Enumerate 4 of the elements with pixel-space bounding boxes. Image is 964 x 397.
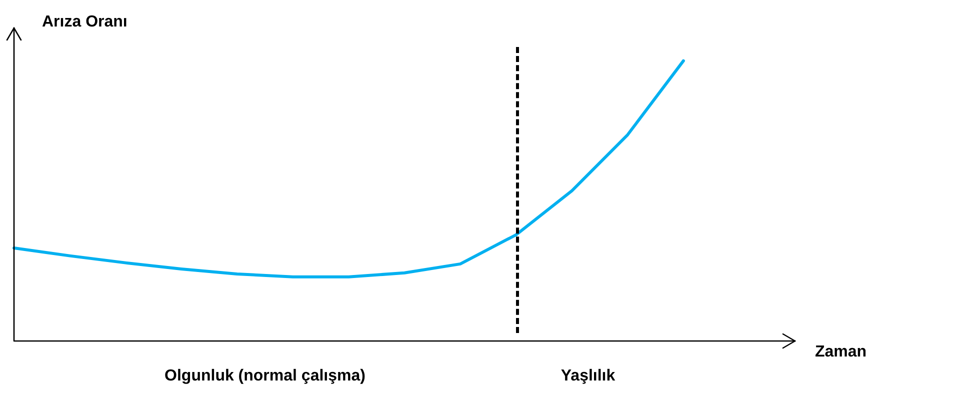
y-axis-title: Arıza Oranı xyxy=(42,13,128,30)
x-axis-title: Zaman xyxy=(815,343,867,360)
text: Yaşlılık xyxy=(560,367,616,384)
text: Olgunluk (normal çalışma) xyxy=(164,367,366,384)
